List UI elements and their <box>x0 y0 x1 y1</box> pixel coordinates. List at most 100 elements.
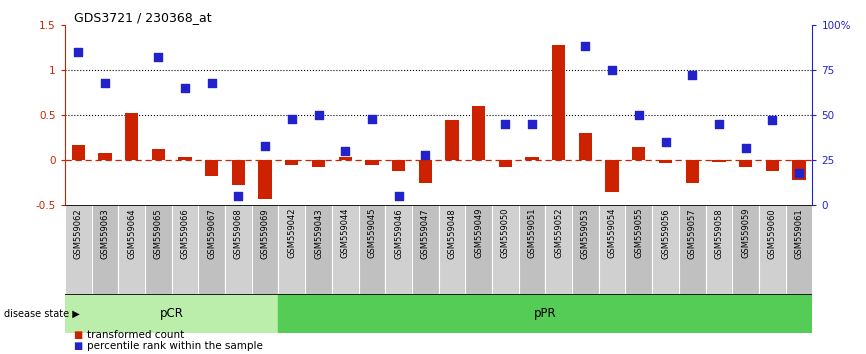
Bar <box>65 205 92 294</box>
Text: GSM559046: GSM559046 <box>394 208 403 259</box>
Text: GSM559069: GSM559069 <box>261 208 269 259</box>
Point <box>792 170 806 176</box>
Bar <box>632 147 645 160</box>
Bar <box>465 205 492 294</box>
Text: GSM559063: GSM559063 <box>100 208 109 259</box>
Bar <box>438 205 465 294</box>
Bar <box>625 205 652 294</box>
Text: pCR: pCR <box>160 307 184 320</box>
Bar <box>279 294 812 333</box>
Point <box>391 193 405 199</box>
Point <box>231 193 245 199</box>
Bar <box>499 160 512 166</box>
Text: GSM559065: GSM559065 <box>154 208 163 259</box>
Bar <box>652 205 679 294</box>
Text: ■: ■ <box>74 330 83 339</box>
Text: GDS3721 / 230368_at: GDS3721 / 230368_at <box>74 11 211 24</box>
Bar <box>171 205 198 294</box>
Bar <box>598 205 625 294</box>
Point <box>285 116 299 121</box>
Text: disease state ▶: disease state ▶ <box>4 308 80 318</box>
Text: GSM559066: GSM559066 <box>181 208 190 259</box>
Bar <box>659 160 672 163</box>
Text: GSM559047: GSM559047 <box>421 208 430 259</box>
Bar <box>339 158 352 160</box>
Text: pPR: pPR <box>534 307 557 320</box>
Point <box>712 121 726 127</box>
Bar <box>385 205 412 294</box>
Point <box>445 4 459 10</box>
Text: GSM559061: GSM559061 <box>794 208 804 259</box>
Text: GSM559059: GSM559059 <box>741 208 750 258</box>
Text: GSM559051: GSM559051 <box>527 208 537 258</box>
Bar <box>72 145 85 160</box>
Bar <box>152 149 165 160</box>
Bar <box>145 205 171 294</box>
Bar <box>252 205 279 294</box>
Bar <box>785 205 812 294</box>
Point <box>658 139 672 145</box>
Bar <box>279 205 305 294</box>
Text: GSM559060: GSM559060 <box>768 208 777 259</box>
Point <box>152 55 165 60</box>
Point <box>578 44 592 49</box>
Text: GSM559042: GSM559042 <box>288 208 296 258</box>
Point <box>525 121 539 127</box>
Text: GSM559045: GSM559045 <box>367 208 377 258</box>
Text: GSM559044: GSM559044 <box>340 208 350 258</box>
Bar <box>552 45 565 160</box>
Bar <box>178 158 191 160</box>
Text: GSM559053: GSM559053 <box>581 208 590 259</box>
Text: GSM559068: GSM559068 <box>234 208 243 259</box>
Bar <box>519 205 546 294</box>
Bar <box>686 160 699 183</box>
Bar <box>706 205 733 294</box>
Bar <box>332 205 359 294</box>
Point <box>258 143 272 149</box>
Bar <box>125 113 139 160</box>
Point <box>605 67 619 73</box>
Point <box>739 145 753 150</box>
Bar <box>492 205 519 294</box>
Bar <box>418 160 432 183</box>
Bar <box>759 205 785 294</box>
Bar <box>365 160 378 165</box>
Bar <box>526 156 539 160</box>
Text: ■: ■ <box>74 341 83 351</box>
Bar <box>792 160 805 180</box>
Bar <box>578 133 592 160</box>
Bar <box>679 205 706 294</box>
Point <box>98 80 112 85</box>
Text: GSM559056: GSM559056 <box>661 208 670 259</box>
Bar <box>412 205 438 294</box>
Bar <box>225 205 252 294</box>
Text: GSM559052: GSM559052 <box>554 208 563 258</box>
Bar <box>712 160 726 162</box>
Text: GSM559067: GSM559067 <box>207 208 216 259</box>
Bar <box>572 205 598 294</box>
Point <box>685 73 699 78</box>
Point <box>632 112 646 118</box>
Text: GSM559043: GSM559043 <box>314 208 323 259</box>
Point <box>205 80 219 85</box>
Point <box>365 116 378 121</box>
Text: GSM559057: GSM559057 <box>688 208 696 259</box>
Text: GSM559050: GSM559050 <box>501 208 510 258</box>
Bar <box>733 205 759 294</box>
Bar <box>92 205 119 294</box>
Point <box>499 121 513 127</box>
Bar <box>198 205 225 294</box>
Text: GSM559054: GSM559054 <box>608 208 617 258</box>
Bar <box>739 160 753 167</box>
Point <box>766 118 779 123</box>
Bar <box>205 160 218 176</box>
Text: GSM559062: GSM559062 <box>74 208 83 259</box>
Bar <box>65 294 279 333</box>
Text: GSM559058: GSM559058 <box>714 208 723 259</box>
Bar <box>285 160 299 165</box>
Text: GSM559048: GSM559048 <box>448 208 456 259</box>
Point <box>178 85 192 91</box>
Bar <box>312 160 326 166</box>
Bar <box>119 205 145 294</box>
Bar <box>392 160 405 171</box>
